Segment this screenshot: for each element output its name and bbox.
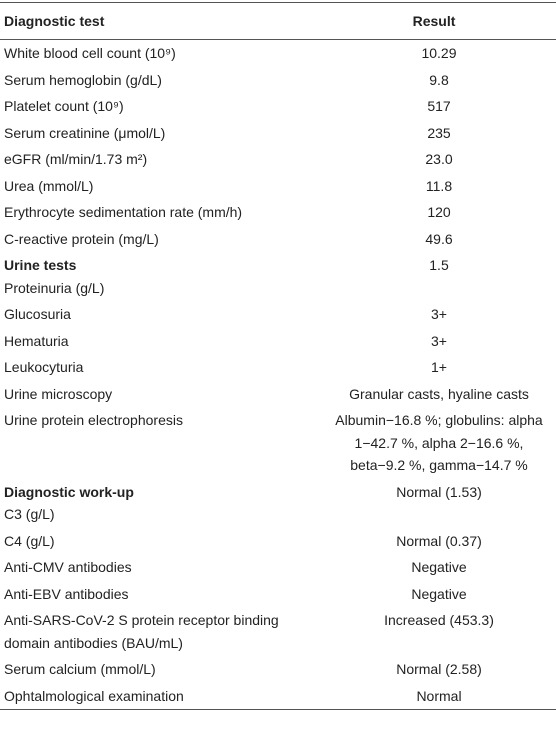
table-row: Serum calcium (mmol/L) Normal (2.58)	[0, 656, 556, 683]
table-row: C4 (g/L) Normal (0.37)	[0, 528, 556, 555]
table-row: Urea (mmol/L) 11.8	[0, 173, 556, 200]
result-cell: Normal (2.58)	[396, 661, 482, 677]
test-cell: Glucosuria	[0, 301, 312, 328]
result-cell: Negative	[411, 559, 467, 575]
table-row: C-reactive protein (mg/L) 49.6	[0, 226, 556, 253]
test-name: C4 (g/L)	[4, 532, 55, 549]
table-row: Diagnostic work-up C3 (g/L) Normal (1.53)	[0, 479, 556, 528]
test-cell: Anti-EBV antibodies	[0, 581, 312, 608]
test-name: Urea (mmol/L)	[4, 177, 94, 194]
test-name: Ophtalmological examination	[4, 687, 184, 704]
test-name: Hematuria	[4, 332, 69, 349]
result-cell: 235	[427, 124, 451, 141]
header-row: Diagnostic test Result	[0, 2, 556, 40]
result-cell: Normal (0.37)	[396, 532, 482, 549]
test-cell: Erythrocyte sedimentation rate (mm/h)	[0, 199, 312, 226]
table-row: Anti-SARS-CoV-2 S protein receptor bindi…	[0, 607, 556, 656]
table-row: Leukocyturia 1+	[0, 354, 556, 381]
table-row: Serum hemoglobin (g/dL) 9.8	[0, 67, 556, 94]
table-row: Glucosuria 3+	[0, 301, 556, 328]
result-cell: 9.8	[429, 71, 449, 88]
test-name: Leukocyturia	[4, 359, 84, 375]
test-name: Platelet count (10⁹)	[4, 98, 124, 114]
test-name: Erythrocyte sedimentation rate (mm/h)	[4, 204, 243, 220]
test-name: Anti-EBV antibodies	[4, 585, 129, 602]
test-cell: Serum hemoglobin (g/dL)	[0, 67, 312, 94]
test-name: Urine microscopy	[4, 385, 113, 402]
test-cell: eGFR (ml/min/1.73 m²)	[0, 146, 312, 173]
test-name: eGFR (ml/min/1.73 m²)	[4, 151, 148, 167]
test-name: Serum calcium (mmol/L)	[4, 661, 156, 677]
header-cell: Diagnostic test	[0, 2, 312, 40]
table-row: Platelet count (10⁹) 517	[0, 93, 556, 120]
result-cell: Albumin−16.8 %; globulins: alpha 1−42.7 …	[335, 412, 543, 473]
test-name: Proteinuria (g/L)	[4, 279, 105, 296]
result-cell: 23.0	[425, 151, 453, 167]
test-cell: Urine protein electrophoresis	[0, 407, 312, 479]
table-row: Ophtalmological examination Normal	[0, 683, 556, 710]
result-cell: Increased (453.3)	[384, 612, 494, 628]
table-row: Erythrocyte sedimentation rate (mm/h) 120	[0, 199, 556, 226]
table-row: Anti-EBV antibodies Negative	[0, 581, 556, 608]
result-cell: 10.29	[421, 45, 457, 61]
table-row: White blood cell count (10⁹) 10.29	[0, 40, 556, 67]
table-row: Urine tests Proteinuria (g/L) 1.5	[0, 252, 556, 301]
table-row: Urine microscopy Granular casts, hyaline …	[0, 381, 556, 408]
test-name: Serum creatinine (μmol/L)	[4, 124, 166, 141]
result-cell: 3+	[431, 332, 447, 349]
results-table: Diagnostic test Result White blood cell …	[0, 2, 556, 710]
result-cell: 11.8	[425, 177, 453, 194]
result-cell: 517	[427, 98, 451, 114]
header-cell: Result	[312, 2, 556, 40]
test-name: C3 (g/L)	[4, 506, 55, 522]
table-row: Urine protein electrophoresis Albumin−16.…	[0, 407, 556, 479]
test-name: White blood cell count (10⁹)	[4, 45, 176, 61]
result-cell: Negative	[411, 585, 467, 602]
test-name: Glucosuria	[4, 306, 71, 322]
test-cell: Hematuria	[0, 328, 312, 355]
result-cell: Normal	[416, 687, 462, 704]
test-cell: Anti-CMV antibodies	[0, 554, 312, 581]
table-row: Hematuria 3+	[0, 328, 556, 355]
test-cell: C4 (g/L)	[0, 528, 312, 555]
test-name: Anti-SARS-CoV-2 S protein receptor bindi…	[4, 612, 279, 651]
test-name: Urine protein electrophoresis	[4, 412, 183, 428]
result-cell: 1+	[431, 359, 447, 375]
result-cell: Normal (1.53)	[396, 483, 482, 500]
test-name: Anti-CMV antibodies	[4, 559, 132, 575]
result-cell: 1.5	[429, 257, 449, 273]
result-cell: 3+	[431, 306, 447, 322]
section-heading: Diagnostic work-up	[4, 483, 134, 500]
test-cell: Serum calcium (mmol/L)	[0, 656, 312, 683]
test-cell: Platelet count (10⁹)	[0, 93, 312, 120]
test-cell: Urea (mmol/L)	[0, 173, 312, 200]
test-cell: Diagnostic work-up C3 (g/L)	[0, 479, 312, 528]
result-cell: Granular casts, hyaline casts	[349, 385, 529, 402]
table-body: White blood cell count (10⁹) 10.29 Serum h…	[0, 40, 556, 710]
result-cell: 49.6	[425, 230, 453, 247]
test-name: C-reactive protein (mg/L)	[4, 230, 159, 247]
test-cell: Ophtalmological examination	[0, 683, 312, 710]
test-cell: Serum creatinine (μmol/L)	[0, 120, 312, 147]
test-cell: White blood cell count (10⁹)	[0, 40, 312, 67]
section-heading: Urine tests	[4, 257, 77, 273]
test-name: Serum hemoglobin (g/dL)	[4, 71, 162, 88]
table-row: Serum creatinine (μmol/L) 235	[0, 120, 556, 147]
test-cell: Urine microscopy	[0, 381, 312, 408]
table-row: eGFR (ml/min/1.73 m²) 23.0	[0, 146, 556, 173]
test-cell: Anti-SARS-CoV-2 S protein receptor bindi…	[0, 607, 312, 656]
result-cell: 120	[427, 204, 451, 220]
test-cell: C-reactive protein (mg/L)	[0, 226, 312, 253]
test-cell: Urine tests Proteinuria (g/L)	[0, 252, 312, 301]
test-cell: Leukocyturia	[0, 354, 312, 381]
table-row: Anti-CMV antibodies Negative	[0, 554, 556, 581]
